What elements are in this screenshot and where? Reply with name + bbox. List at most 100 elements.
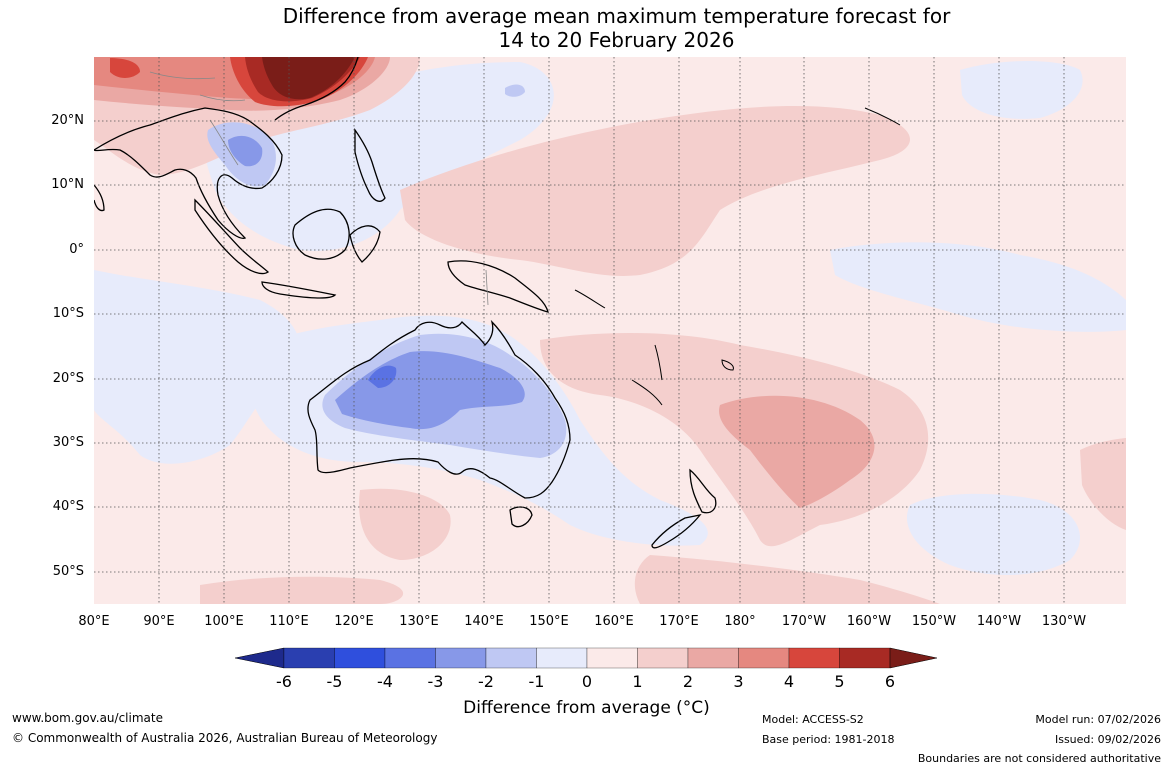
field-cool-pacific-east — [830, 242, 1126, 332]
coast-new-guinea — [447, 260, 549, 313]
colorbar-tick-label: 3 — [733, 672, 744, 691]
latitude-label: 50°S — [52, 564, 84, 579]
colorbar-swatch — [839, 647, 891, 669]
chart-title: Difference from average mean maximum tem… — [0, 4, 1173, 52]
colorbar-arrow-high — [889, 647, 938, 669]
longitude-label: 110°E — [269, 614, 309, 629]
field-cool-pacific-north — [960, 61, 1083, 119]
coast-new-zealand-north — [689, 468, 717, 514]
colorbar-tick-label: -1 — [528, 672, 545, 691]
border-lines — [149, 71, 489, 306]
latitude-label: 30°S — [52, 435, 84, 450]
colorbar-tick-label: -3 — [427, 672, 444, 691]
field-warm-pacific-band — [400, 105, 910, 277]
longitude-label: 160°W — [846, 614, 892, 629]
latitude-label: 20°S — [52, 371, 84, 386]
longitude-label: 170°W — [781, 614, 827, 629]
field-warm-southern-ocean-2 — [359, 488, 451, 560]
longitude-label: 150°W — [911, 614, 957, 629]
colorbar — [234, 647, 938, 669]
field-cool-indian-ocean — [94, 270, 300, 464]
colorbar-swatch — [435, 647, 487, 669]
field-warm-southern-ocean-3 — [634, 555, 940, 604]
colorbar-swatch — [637, 647, 689, 669]
coast-borneo — [292, 208, 350, 260]
longitude-label: 100°E — [204, 614, 244, 629]
colorbar-tick-label: 4 — [783, 672, 795, 691]
field-cool-australia-4 — [368, 365, 397, 388]
island-hawaii — [864, 107, 901, 126]
coast-new-zealand-south — [651, 514, 702, 549]
base-period: Base period: 1981-2018 — [762, 733, 895, 746]
coast-india-tip — [94, 184, 105, 212]
title-line-1: Difference from average mean maximum tem… — [282, 4, 951, 28]
field-warm-china-4b — [110, 58, 140, 78]
longitude-label: 80°E — [78, 614, 110, 629]
colorbar-arrow-low — [234, 647, 285, 669]
colorbar-tick-label: -2 — [478, 672, 494, 691]
field-warm-pacific-core — [719, 395, 875, 508]
longitude-label: 160°E — [594, 614, 634, 629]
longitude-label: 130°W — [1041, 614, 1087, 629]
latitude-label: 10°N — [51, 177, 84, 192]
latitude-label: 0° — [69, 242, 84, 257]
longitude-label: 90°E — [143, 614, 175, 629]
colorbar-swatch — [485, 647, 537, 669]
colorbar-tick-label: -4 — [377, 672, 393, 691]
coast-java — [261, 281, 337, 299]
model-run-date: Model run: 07/02/2026 — [1035, 713, 1161, 726]
longitude-label: 120°E — [334, 614, 374, 629]
island-fiji — [721, 359, 734, 371]
field-warm-china-6 — [262, 57, 355, 100]
boundary-disclaimer: Boundaries are not considered authoritat… — [917, 752, 1161, 765]
longitude-label: 150°E — [529, 614, 569, 629]
colorbar-swatch — [788, 647, 840, 669]
island-solomons — [574, 289, 606, 309]
island-vanuatu — [654, 344, 663, 381]
coast-philippines — [354, 127, 386, 202]
colorbar-title: Difference from average (°C) — [463, 698, 710, 718]
colorbar-tick-label: 5 — [834, 672, 845, 691]
colorbar-swatch — [738, 647, 790, 669]
field-warm-central-pacific — [540, 333, 929, 547]
colorbar-swatch — [586, 647, 638, 669]
issued-date: Issued: 09/02/2026 — [1054, 733, 1161, 746]
longitude-label: 140°E — [464, 614, 504, 629]
pacific-islands — [574, 107, 901, 406]
longitude-label: 180° — [724, 614, 756, 629]
longitude-label: 130°E — [399, 614, 439, 629]
colorbar-swatch — [384, 647, 436, 669]
title-line-2: 14 to 20 February 2026 — [498, 28, 735, 52]
model-name: Model: ACCESS-S2 — [762, 713, 864, 726]
colorbar-tick-label: 6 — [884, 672, 896, 691]
island-new-caledonia — [631, 379, 663, 406]
latitude-label: 20°N — [51, 113, 84, 128]
coast-sumatra — [194, 198, 270, 275]
colorbar-swatch — [334, 647, 386, 669]
coast-australia — [307, 319, 571, 499]
field-warm-southern-ocean — [200, 576, 404, 604]
longitude-label: 170°E — [659, 614, 699, 629]
field-cool-philippine-sea — [505, 84, 525, 97]
map-field — [94, 57, 1126, 604]
coast-china — [274, 57, 359, 121]
colorbar-tick-label: -5 — [326, 672, 343, 691]
latitude-label: 10°S — [52, 306, 84, 321]
colorbar-tick-label: -6 — [276, 672, 292, 691]
colorbar-swatch — [687, 647, 739, 669]
borders — [149, 71, 489, 306]
coast-indochina — [94, 107, 283, 239]
bom-url: www.bom.gov.au/climate — [12, 711, 163, 725]
longitude-label: 140°W — [976, 614, 1022, 629]
field-cool-south-pacific — [906, 493, 1080, 576]
colorbar-swatch — [536, 647, 588, 669]
latitude-label: 40°S — [52, 499, 84, 514]
graticule — [94, 57, 1126, 604]
copyright-text: © Commonwealth of Australia 2026, Austra… — [12, 731, 438, 745]
coastlines — [94, 57, 717, 549]
colorbar-tick-label: 1 — [632, 672, 643, 691]
colorbar-tick-label: 2 — [682, 672, 694, 691]
colorbar-tick-label: 0 — [581, 672, 593, 691]
colorbar-swatch — [283, 647, 335, 669]
